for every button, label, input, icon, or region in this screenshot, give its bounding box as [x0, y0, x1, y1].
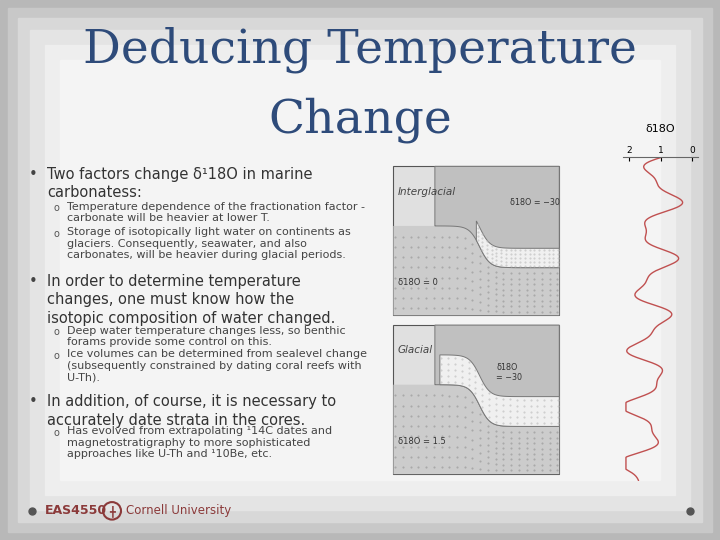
Polygon shape [440, 355, 559, 427]
Text: o: o [54, 428, 60, 438]
Text: ╋: ╋ [109, 505, 115, 517]
X-axis label: δ18O: δ18O [646, 124, 675, 134]
Text: Cornell University: Cornell University [126, 504, 231, 517]
Text: δ18O = 1.5: δ18O = 1.5 [397, 437, 445, 446]
Text: Storage of isotopically light water on continents as
glaciers. Consequently, sea: Storage of isotopically light water on c… [66, 227, 351, 260]
Text: •: • [29, 394, 37, 409]
Polygon shape [435, 325, 559, 427]
Text: Interglacial: Interglacial [397, 187, 456, 197]
Bar [393, 325, 559, 474]
Text: o: o [54, 351, 60, 361]
Text: Ice volumes can be determined from sealevel change
(subsequently constrained by : Ice volumes can be determined from seale… [66, 349, 366, 382]
Text: •: • [29, 167, 37, 181]
Text: Deep water temperature changes less, so benthic
forams provide some control on t: Deep water temperature changes less, so … [66, 326, 345, 347]
Text: EAS4550: EAS4550 [45, 504, 107, 517]
Text: •: • [29, 274, 37, 289]
Text: In addition, of course, it is necessary to
accurately date strata in the cores.: In addition, of course, it is necessary … [47, 394, 336, 428]
Text: o: o [54, 327, 60, 338]
Text: δ18O = 0: δ18O = 0 [397, 278, 438, 287]
Polygon shape [393, 226, 559, 315]
Polygon shape [393, 384, 559, 474]
Text: δ18O = −30: δ18O = −30 [510, 198, 559, 207]
Text: δ18O
= −30: δ18O = −30 [496, 363, 522, 382]
Text: o: o [54, 228, 60, 239]
Text: Deducing Temperature: Deducing Temperature [83, 27, 637, 73]
Bar [60, 60, 660, 480]
Bar [393, 166, 559, 315]
Text: Temperature dependence of the fractionation factor -
carbonate will be heavier a: Temperature dependence of the fractionat… [66, 202, 364, 224]
Text: Two factors change δ¹18O in marine
carbonatess:: Two factors change δ¹18O in marine carbo… [47, 167, 312, 200]
Polygon shape [477, 221, 559, 268]
Polygon shape [435, 166, 559, 268]
Text: Glacial: Glacial [397, 346, 433, 355]
Text: Change: Change [268, 97, 452, 143]
Bar [30, 30, 690, 510]
Bar [45, 45, 675, 495]
Text: Has evolved from extrapolating ¹14C dates and
magnetostratigraphy to more sophis: Has evolved from extrapolating ¹14C date… [66, 426, 332, 460]
Text: In order to determine temperature
changes, one must know how the
isotopic compos: In order to determine temperature change… [47, 274, 336, 326]
Text: o: o [54, 204, 60, 213]
